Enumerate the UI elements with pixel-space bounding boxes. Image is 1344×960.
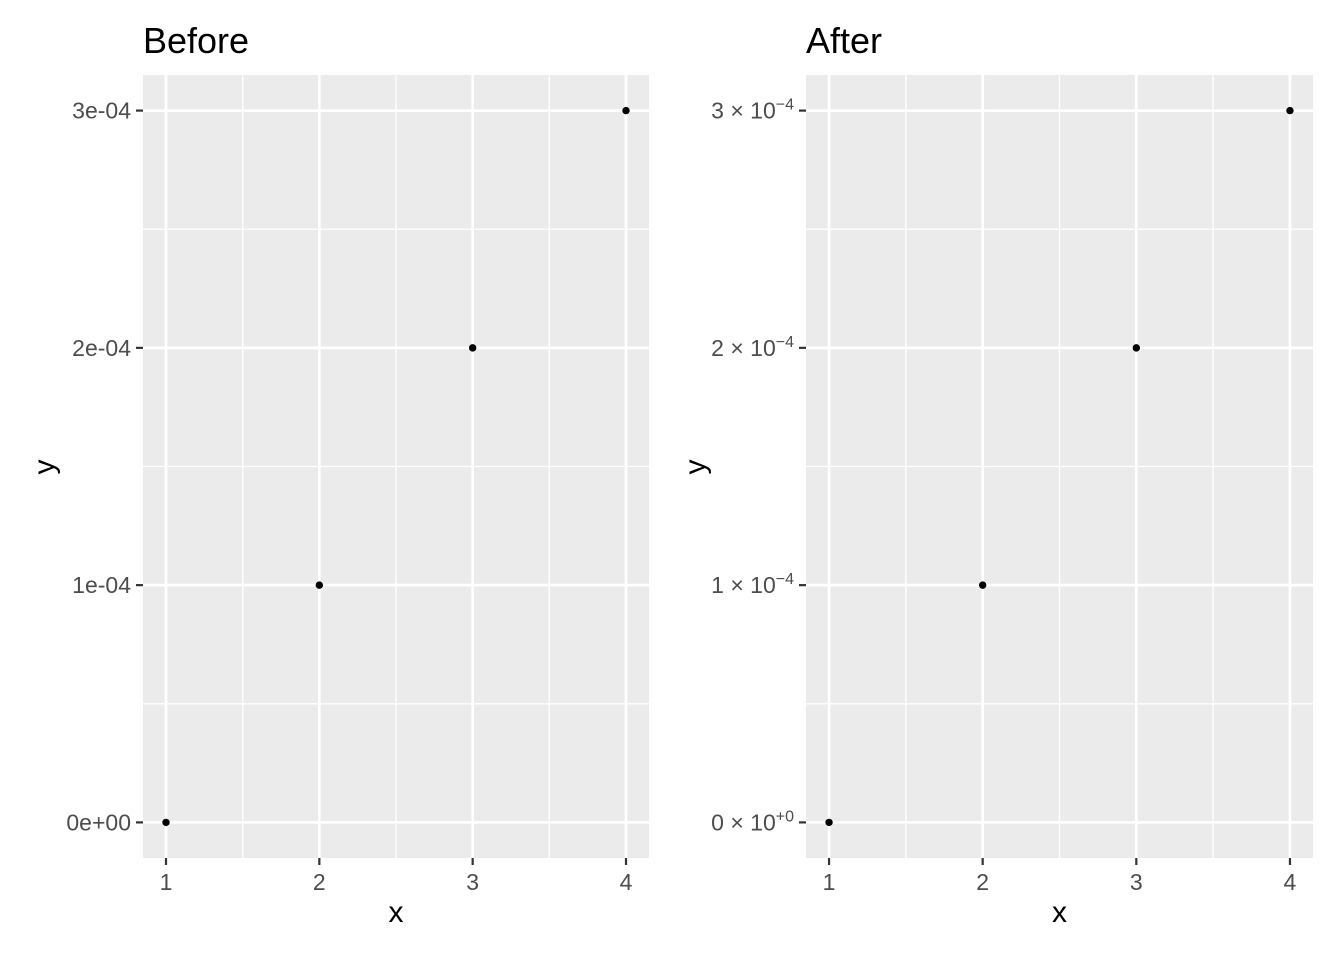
data-point [622, 106, 630, 115]
y-axis-title-before: y [28, 459, 61, 474]
data-point [978, 581, 987, 589]
plot-title-before: Before [143, 20, 250, 61]
data-point [315, 581, 324, 589]
y-tick-label: 3e-04 [72, 98, 131, 124]
data-point [825, 818, 833, 827]
x-tick-label: 4 [1284, 869, 1297, 895]
x-axis-title-before: x [388, 896, 404, 929]
x-tick-label: 1 [160, 869, 173, 895]
y-tick-label: 2e-04 [72, 335, 131, 361]
data-point [1132, 344, 1141, 352]
y-tick-label: 0 × 10+0 [711, 808, 794, 835]
x-tick-label: 3 [1130, 869, 1143, 895]
y-tick-label: 2 × 10−4 [711, 334, 794, 361]
y-tick-label: 0e+00 [66, 809, 131, 835]
data-point [1286, 106, 1294, 115]
y-axis-title-after: y [679, 459, 712, 474]
data-point [162, 818, 170, 827]
y-tick-label: 3 × 10−4 [711, 97, 794, 124]
x-axis-title-after: x [1052, 896, 1067, 929]
x-tick-label: 2 [976, 869, 989, 895]
x-tick-label: 4 [620, 869, 633, 895]
plot-title-after: After [806, 20, 883, 61]
x-tick-label: 1 [823, 869, 836, 895]
y-tick-label: 1e-04 [72, 572, 131, 598]
x-tick-label: 2 [313, 869, 326, 895]
x-tick-label: 3 [466, 869, 479, 895]
data-point [468, 344, 477, 352]
y-tick-label: 1 × 10−4 [711, 571, 794, 598]
